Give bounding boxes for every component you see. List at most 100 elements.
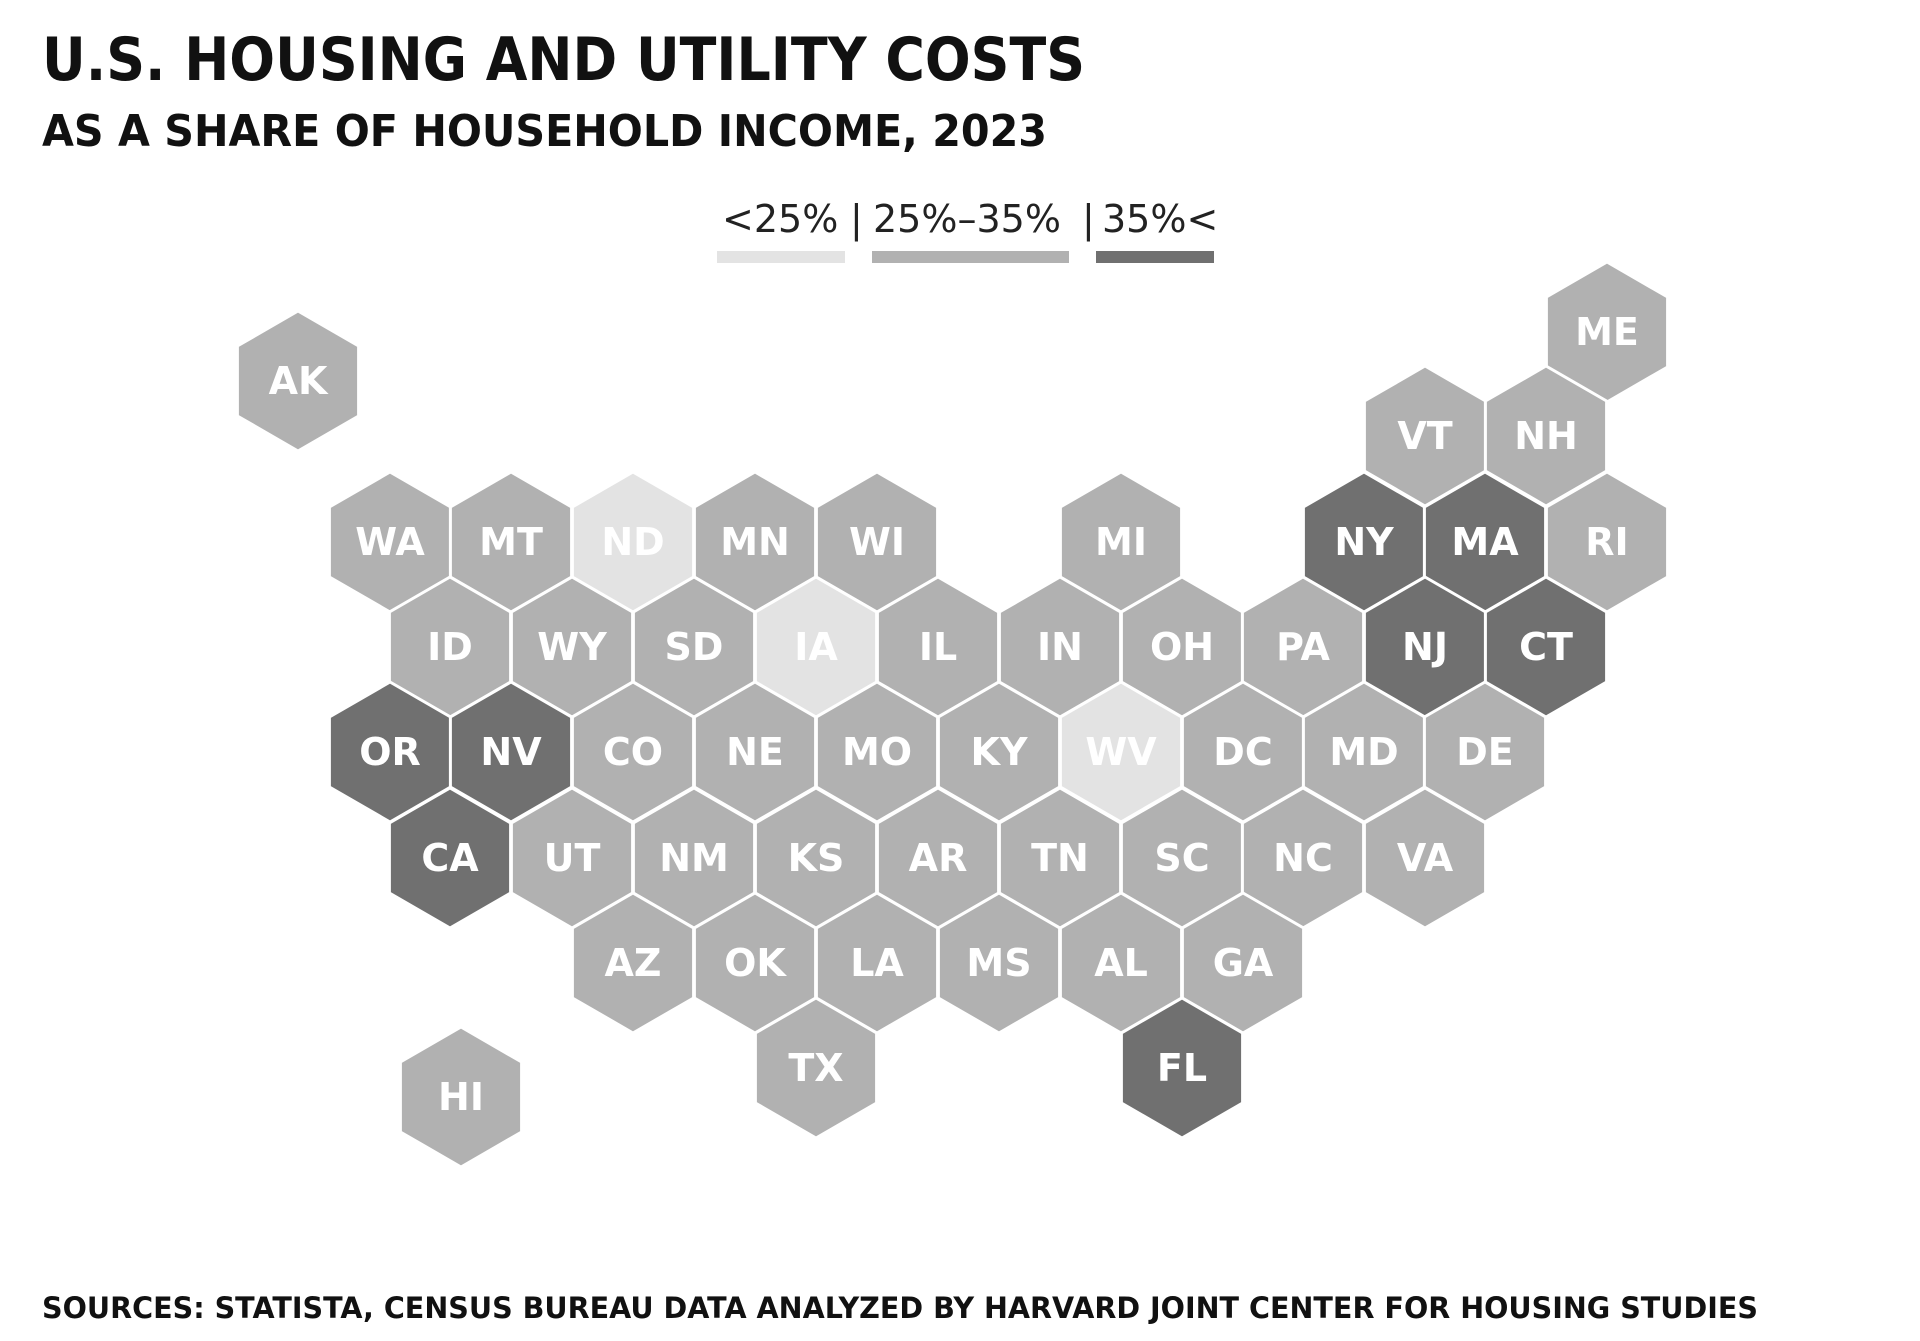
hex-label-ct: CT	[1519, 625, 1573, 669]
hex-nh: NH	[1483, 364, 1609, 508]
hex-dc: DC	[1180, 680, 1306, 824]
hex-ga: GA	[1180, 891, 1306, 1035]
hex-tile-hi	[398, 1025, 524, 1169]
hex-label-nm: NM	[659, 836, 729, 880]
hex-label-dc: DC	[1213, 730, 1272, 774]
hex-label-id: ID	[427, 625, 473, 669]
hex-label-in: IN	[1037, 625, 1083, 669]
hex-tile-tx	[753, 996, 879, 1140]
hex-label-il: IL	[919, 625, 957, 669]
hex-label-vt: VT	[1397, 414, 1452, 458]
hex-label-nh: NH	[1514, 414, 1578, 458]
hex-label-ak: AK	[269, 359, 329, 403]
hex-me: ME	[1544, 260, 1670, 404]
hex-label-ks: KS	[788, 836, 845, 880]
hex-label-ar: AR	[909, 836, 968, 880]
source-note: SOURCES: STATISTA, CENSUS BUREAU DATA AN…	[42, 1291, 1758, 1325]
legend-label-mid: 25%–35%	[873, 197, 1061, 241]
hex-label-wv: WV	[1085, 730, 1157, 774]
hex-label-sd: SD	[665, 625, 724, 669]
hex-az: AZ	[570, 891, 696, 1035]
hex-label-fl: FL	[1157, 1046, 1207, 1090]
hex-ky: KY	[936, 680, 1062, 824]
hex-label-nj: NJ	[1402, 625, 1448, 669]
hex-label-wi: WI	[849, 520, 905, 564]
hex-tile-fl	[1119, 996, 1245, 1140]
hex-nj: NJ	[1362, 575, 1488, 719]
hex-tx: TX	[753, 996, 879, 1140]
hex-label-co: CO	[603, 730, 663, 774]
hex-label-de: DE	[1456, 730, 1514, 774]
hex-label-oh: OH	[1150, 625, 1214, 669]
hex-de: DE	[1422, 680, 1548, 824]
hex-label-ut: UT	[544, 836, 601, 880]
legend-separator-1: |	[850, 197, 863, 242]
hex-sd: SD	[631, 575, 757, 719]
hex-label-nc: NC	[1273, 836, 1333, 880]
hex-ny: NY	[1301, 470, 1427, 614]
hex-or: OR	[327, 680, 453, 824]
hex-in: IN	[997, 575, 1123, 719]
hex-label-mt: MT	[479, 520, 543, 564]
chart-title: U.S. HOUSING AND UTILITY COSTS	[42, 25, 1085, 95]
hex-mi: MI	[1058, 470, 1184, 614]
hex-label-la: LA	[850, 941, 904, 985]
legend-label-low: <25%	[722, 197, 838, 241]
hex-nm: NM	[631, 786, 757, 930]
hex-label-ms: MS	[966, 941, 1031, 985]
hex-hi: HI	[398, 1025, 524, 1169]
hex-wi: WI	[814, 470, 940, 614]
hex-sc: SC	[1119, 786, 1245, 930]
legend-swatch-mid	[872, 251, 1069, 263]
hex-tile-ak	[235, 309, 361, 453]
legend-swatch-high	[1096, 251, 1214, 263]
hex-id: ID	[387, 575, 513, 719]
chart-subtitle: AS A SHARE OF HOUSEHOLD INCOME, 2023	[42, 106, 1047, 157]
hex-label-ky: KY	[971, 730, 1028, 774]
hex-va: VA	[1362, 786, 1488, 930]
hex-label-va: VA	[1397, 836, 1454, 880]
hex-ut: UT	[509, 786, 635, 930]
hex-label-mn: MN	[720, 520, 790, 564]
hex-layer: AK HI ME VT NH WA MT ND MN WI MI NY MA RI ID WY SD IA IL IN…	[235, 260, 1670, 1169]
hex-ar: AR	[875, 786, 1001, 930]
hex-nd: ND	[570, 470, 696, 614]
hex-label-me: ME	[1575, 310, 1639, 354]
hex-label-sc: SC	[1154, 836, 1209, 880]
hex-ca: CA	[387, 786, 513, 930]
hex-label-al: AL	[1094, 941, 1148, 985]
hex-label-ia: IA	[794, 625, 838, 669]
hex-ok: OK	[692, 891, 818, 1035]
hex-label-hi: HI	[438, 1075, 484, 1119]
hex-label-ny: NY	[1334, 520, 1394, 564]
hex-tile-va	[1362, 786, 1488, 930]
hex-label-ok: OK	[724, 941, 787, 985]
hex-ne: NE	[692, 680, 818, 824]
hex-label-ma: MA	[1451, 520, 1519, 564]
legend-label-high: 35%<	[1102, 197, 1218, 241]
hex-label-pa: PA	[1276, 625, 1330, 669]
hex-ri: RI	[1544, 470, 1670, 614]
hex-label-az: AZ	[605, 941, 662, 985]
hex-wv: WV	[1058, 680, 1184, 824]
hex-label-mo: MO	[842, 730, 912, 774]
hex-label-tn: TN	[1031, 836, 1089, 880]
hex-ak: AK	[235, 309, 361, 453]
hex-wy: WY	[509, 575, 635, 719]
legend: <25% | 25%–35% | 35%<	[717, 197, 1218, 263]
hex-label-nd: ND	[601, 520, 664, 564]
hex-label-ca: CA	[421, 836, 479, 880]
hex-label-md: MD	[1329, 730, 1398, 774]
hex-label-wa: WA	[355, 520, 425, 564]
hex-fl: FL	[1119, 996, 1245, 1140]
hex-label-ga: GA	[1213, 941, 1274, 985]
hex-label-wy: WY	[537, 625, 607, 669]
hex-label-mi: MI	[1095, 520, 1147, 564]
legend-swatch-low	[717, 251, 845, 263]
hex-label-nv: NV	[480, 730, 542, 774]
hex-ms: MS	[936, 891, 1062, 1035]
hex-label-tx: TX	[788, 1046, 843, 1090]
hex-label-or: OR	[359, 730, 421, 774]
hex-label-ne: NE	[726, 730, 784, 774]
